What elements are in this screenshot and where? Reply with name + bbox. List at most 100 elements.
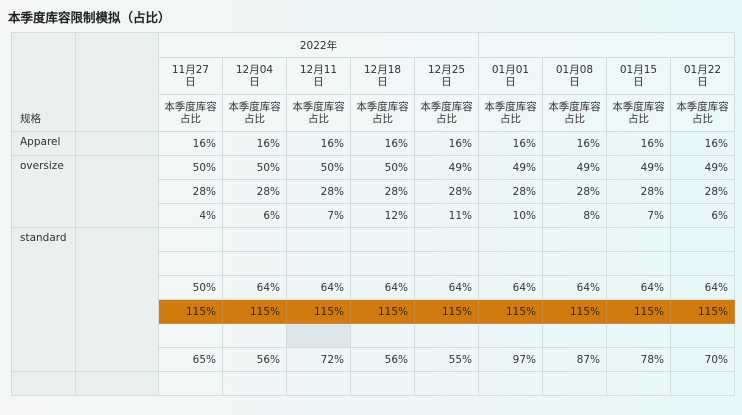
table-row bbox=[11, 371, 735, 396]
value-cell: 64% bbox=[542, 275, 607, 300]
empty-cell bbox=[414, 323, 479, 348]
value-cell: 115% bbox=[286, 299, 351, 324]
empty-cell bbox=[414, 371, 479, 396]
empty-cell bbox=[286, 323, 351, 348]
metric-header-cell: 本季度库容 占比 bbox=[670, 94, 735, 132]
week-header-cell: 11月27 日 bbox=[158, 57, 223, 95]
value-cell: 64% bbox=[606, 275, 671, 300]
week-header-cell: 12月11 日 bbox=[286, 57, 351, 95]
empty-cell bbox=[542, 371, 607, 396]
table-row: 115% 115% 115% 115% 115% 115% 115% 115% 115% bbox=[12, 299, 735, 324]
empty-cell bbox=[158, 227, 223, 252]
empty-cell bbox=[350, 227, 415, 252]
value-cell: 49% bbox=[670, 155, 735, 180]
capacity-table: 规格 2022年 11月27 日 12月04 日 12月11 日 12月18 日 12月25 日 0… bbox=[11, 32, 735, 396]
value-cell: 64% bbox=[350, 275, 415, 300]
empty-cell bbox=[350, 371, 415, 396]
value-cell: 49% bbox=[414, 155, 479, 180]
metric-header-cell: 本季度库容 占比 bbox=[158, 94, 223, 132]
empty-cell bbox=[158, 251, 223, 276]
empty-cell bbox=[222, 371, 287, 396]
value-cell: 115% bbox=[158, 299, 223, 324]
value-cell: 56% bbox=[222, 347, 287, 372]
value-cell: 8% bbox=[542, 203, 607, 228]
value-cell: 64% bbox=[478, 275, 543, 300]
value-cell: 64% bbox=[670, 275, 735, 300]
value-cell: 11% bbox=[414, 203, 479, 228]
value-cell: 10% bbox=[478, 203, 543, 228]
empty-cell bbox=[606, 227, 671, 252]
sub-label bbox=[75, 155, 159, 228]
empty-cell bbox=[414, 251, 479, 276]
value-cell: 16% bbox=[670, 131, 735, 156]
table-row: 50% 64% 64% 64% 64% 64% 64% 64% 64% bbox=[12, 275, 735, 300]
empty-cell bbox=[414, 227, 479, 252]
metric-header-cell: 本季度库容 占比 bbox=[222, 94, 287, 132]
empty-cell bbox=[478, 251, 543, 276]
empty-cell bbox=[222, 251, 287, 276]
sub-label bbox=[75, 227, 159, 372]
table-row: oversize 50% 50% 50% 50% 49% 49% 49% 49% 49% bbox=[11, 155, 735, 228]
spec-label: Apparel bbox=[11, 131, 76, 156]
spec-label: oversize bbox=[11, 155, 76, 228]
empty-cell bbox=[158, 371, 223, 396]
empty-cell bbox=[222, 227, 287, 252]
empty-cell bbox=[542, 251, 607, 276]
value-cell: 70% bbox=[670, 347, 735, 372]
year-header-row: 规格 2022年 bbox=[11, 32, 735, 132]
value-cell: 64% bbox=[414, 275, 479, 300]
value-cell: 16% bbox=[414, 131, 479, 156]
value-cell: 55% bbox=[414, 347, 479, 372]
value-cell: 115% bbox=[350, 299, 415, 324]
empty-cell bbox=[222, 323, 287, 348]
value-cell: 78% bbox=[606, 347, 671, 372]
value-cell: 115% bbox=[414, 299, 479, 324]
empty-cell bbox=[606, 323, 671, 348]
value-cell: 28% bbox=[606, 179, 671, 204]
sub-label bbox=[75, 131, 159, 156]
spec-label bbox=[11, 371, 76, 396]
value-cell: 64% bbox=[286, 275, 351, 300]
empty-cell bbox=[542, 227, 607, 252]
value-cell: 28% bbox=[414, 179, 479, 204]
value-cell: 6% bbox=[670, 203, 735, 228]
empty-cell bbox=[606, 251, 671, 276]
value-cell: 64% bbox=[222, 275, 287, 300]
value-cell: 7% bbox=[606, 203, 671, 228]
value-cell: 97% bbox=[478, 347, 543, 372]
value-cell: 16% bbox=[478, 131, 543, 156]
spec-header: 规格 bbox=[11, 32, 76, 132]
value-cell: 115% bbox=[670, 299, 735, 324]
empty-cell bbox=[158, 323, 223, 348]
value-cell: 115% bbox=[606, 299, 671, 324]
value-cell: 115% bbox=[542, 299, 607, 324]
week-header-cell: 01月22 日 bbox=[670, 57, 735, 95]
value-cell: 28% bbox=[286, 179, 351, 204]
metric-header-cell: 本季度库容 占比 bbox=[414, 94, 479, 132]
year-header-next bbox=[478, 32, 735, 58]
value-cell: 49% bbox=[478, 155, 543, 180]
spec-label: standard bbox=[11, 227, 76, 372]
empty-cell bbox=[670, 227, 735, 252]
value-cell: 28% bbox=[158, 179, 223, 204]
week-header-cell: 12月04 日 bbox=[222, 57, 287, 95]
empty-cell bbox=[606, 371, 671, 396]
year-header: 2022年 bbox=[158, 32, 479, 58]
empty-cell bbox=[286, 371, 351, 396]
empty-cell bbox=[286, 251, 351, 276]
metric-header-cell: 本季度库容 占比 bbox=[350, 94, 415, 132]
value-cell: 28% bbox=[478, 179, 543, 204]
value-cell: 50% bbox=[158, 275, 223, 300]
empty-cell bbox=[350, 323, 415, 348]
value-cell: 50% bbox=[222, 155, 287, 180]
value-cell: 6% bbox=[222, 203, 287, 228]
metric-header-cell: 本季度库容 占比 bbox=[286, 94, 351, 132]
metric-header-row: 本季度库容 占比 本季度库容 占比 本季度库容 占比 本季度库容 占比 本季度库容 占比 本季度库容… bbox=[12, 94, 735, 132]
table-row bbox=[12, 323, 735, 348]
value-cell: 49% bbox=[542, 155, 607, 180]
empty-cell bbox=[286, 227, 351, 252]
value-cell: 28% bbox=[542, 179, 607, 204]
empty-cell bbox=[478, 371, 543, 396]
week-header-cell: 01月08 日 bbox=[542, 57, 607, 95]
empty-cell bbox=[478, 323, 543, 348]
